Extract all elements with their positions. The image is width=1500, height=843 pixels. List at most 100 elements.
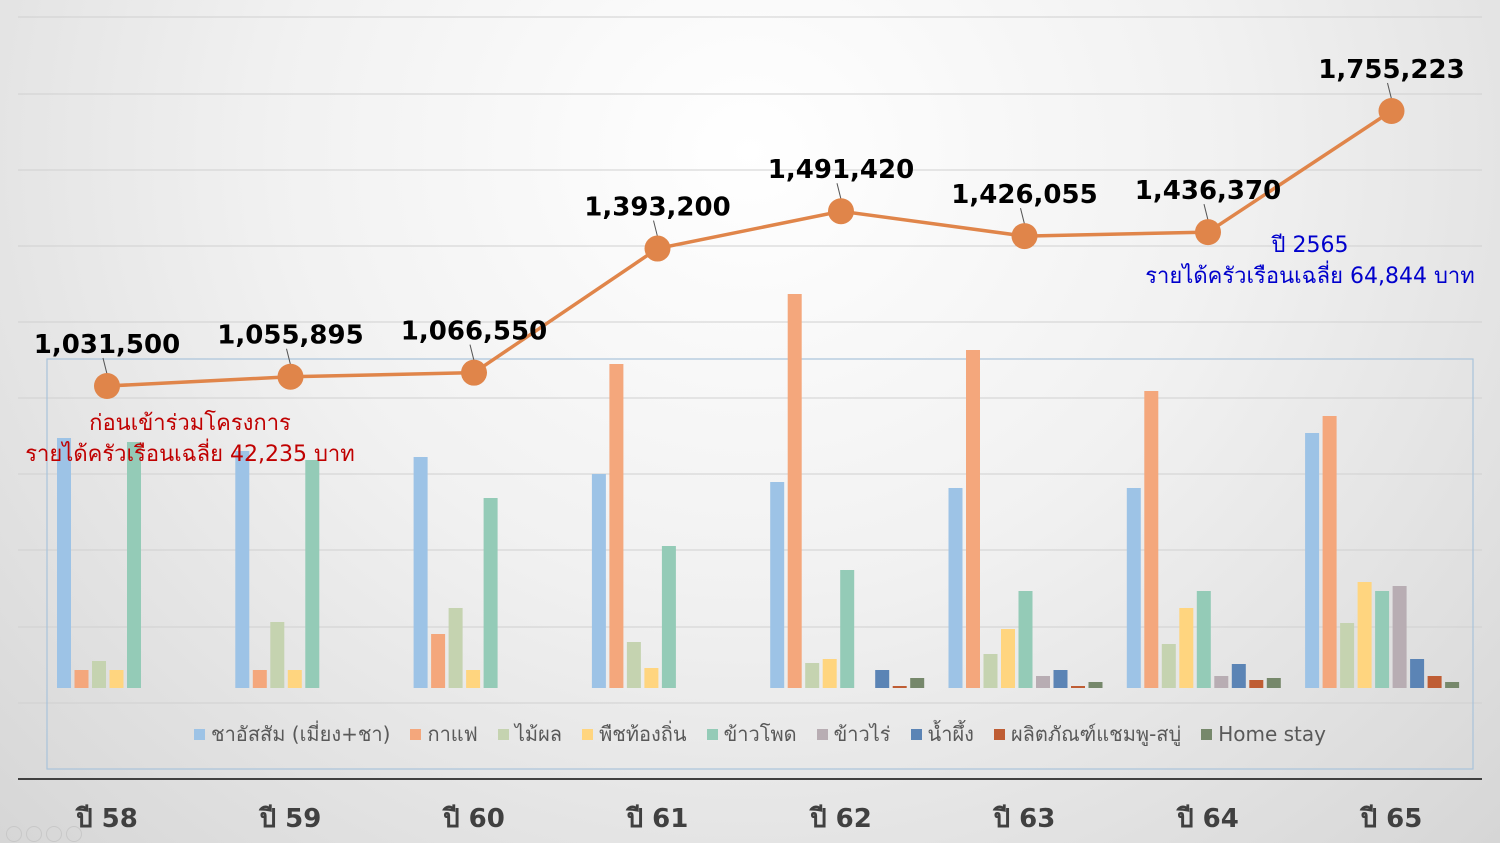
bar-3-5: [1001, 629, 1015, 688]
legend-item-5: ข้าวไร่: [816, 718, 891, 750]
prev-icon[interactable]: [6, 826, 22, 842]
bar-3-4: [822, 659, 837, 688]
data-label-6: 1,436,370: [1135, 176, 1281, 206]
bar-4-6: [1196, 591, 1211, 688]
chart-legend: ชาอัสสัม (เมี่ยง+ชา) กาแฟ ไม้ผล พืชท้องถิ่น…: [60, 718, 1460, 750]
note-year-2565: ปี 2565 รายได้ครัวเรือนเฉลี่ย 64,844 บาท: [1120, 230, 1500, 292]
legend-swatch-6: [910, 728, 922, 740]
bar-4-7: [1375, 591, 1390, 688]
income-point-4: [828, 198, 854, 225]
note-after-line2: รายได้ครัวเรือนเฉลี่ย 64,844 บาท: [1145, 264, 1475, 289]
data-label-7: 1,755,223: [1318, 55, 1464, 85]
bar-4-4: [840, 570, 855, 688]
bar-0-3: [591, 474, 606, 688]
bar-1-4: [787, 294, 802, 688]
legend-label-5: ข้าวไร่: [833, 722, 891, 746]
bar-0-1: [235, 451, 250, 688]
bar-7-6: [1249, 680, 1264, 688]
bar-7-4: [892, 686, 907, 688]
slide-controls[interactable]: [6, 826, 82, 842]
category-label-7: ปี 65: [1360, 804, 1423, 834]
data-label-leader-6: [1203, 204, 1209, 221]
bar-3-7: [1357, 582, 1372, 688]
note-before-project: ก่อนเข้าร่วมโครงการ รายได้ครัวเรือนเฉลี่…: [0, 408, 380, 470]
bar-0-2: [413, 457, 428, 688]
bar-1-6: [1144, 391, 1159, 688]
data-label-leader-3: [653, 220, 658, 237]
income-point-3: [644, 235, 671, 262]
data-label-4: 1,491,420: [768, 155, 914, 185]
category-label-3: ปี 61: [626, 804, 689, 834]
bar-1-3: [609, 364, 624, 688]
bar-2-4: [805, 663, 820, 688]
note-after-line1: ปี 2565: [1271, 233, 1349, 258]
legend-swatch-5: [816, 728, 828, 740]
bar-2-7: [1340, 623, 1355, 688]
bar-4-0: [127, 442, 141, 688]
data-label-2: 1,066,550: [401, 317, 547, 347]
bar-6-7: [1410, 659, 1425, 688]
legend-swatch-0: [194, 728, 205, 740]
legend-item-2: ไม้ผล: [497, 718, 563, 750]
data-label-leader-5: [1020, 207, 1025, 225]
pen-icon[interactable]: [46, 826, 62, 842]
bar-3-1: [287, 670, 302, 688]
bar-0-5: [948, 488, 963, 688]
bar-1-7: [1322, 416, 1337, 688]
data-label-leader-0: [102, 357, 108, 375]
bar-3-3: [644, 668, 659, 688]
note-before-line2: รายได้ครัวเรือนเฉลี่ย 42,235 บาท: [25, 442, 355, 467]
bar-2-0: [92, 661, 106, 688]
category-label-6: ปี 64: [1176, 804, 1239, 834]
legend-label-8: Home stay: [1218, 722, 1326, 746]
legend-item-1: กาแฟ: [410, 718, 478, 750]
bar-0-0: [57, 438, 71, 688]
bar-1-2: [431, 634, 446, 688]
data-label-0: 1,031,500: [34, 330, 180, 360]
bar-3-6: [1179, 608, 1194, 688]
bar-8-7: [1445, 682, 1460, 688]
bar-5-7: [1392, 586, 1407, 688]
category-label-4: ปี 62: [809, 804, 872, 834]
data-label-leader-2: [469, 344, 475, 361]
grid-icon[interactable]: [66, 826, 82, 842]
legend-label-0: ชาอัสสัม (เมี่ยง+ชา): [211, 722, 391, 746]
category-label-2: ปี 60: [442, 804, 505, 834]
legend-swatch-4: [706, 728, 718, 740]
data-label-leader-4: [836, 183, 842, 200]
bar-2-3: [626, 642, 641, 688]
bar-7-7: [1427, 676, 1442, 688]
income-point-6: [1195, 219, 1221, 246]
category-label-1: ปี 59: [259, 804, 322, 834]
bar-5-5: [1036, 676, 1050, 688]
bar-2-6: [1161, 644, 1176, 688]
legend-swatch-8: [1201, 728, 1213, 740]
bar-8-5: [1088, 682, 1103, 688]
income-point-5: [1011, 223, 1038, 250]
bar-2-2: [448, 608, 463, 688]
legend-label-6: น้ำผึ้ง: [927, 722, 974, 746]
bar-2-5: [983, 654, 998, 688]
bar-1-0: [74, 670, 89, 688]
legend-label-2: ไม้ผล: [514, 722, 563, 746]
legend-label-3: พืชท้องถิ่น: [599, 722, 687, 746]
bar-3-2: [466, 670, 481, 688]
bar-6-5: [1053, 670, 1068, 688]
next-icon[interactable]: [26, 826, 42, 842]
bar-4-1: [305, 460, 320, 688]
legend-label-1: กาแฟ: [427, 722, 478, 746]
income-point-7: [1378, 98, 1405, 124]
bar-0-4: [770, 482, 785, 688]
legend-swatch-7: [993, 728, 1005, 740]
bar-4-5: [1018, 591, 1033, 688]
data-label-3: 1,393,200: [584, 193, 730, 223]
income-point-1: [277, 363, 304, 390]
bar-8-4: [910, 678, 925, 688]
bar-5-6: [1214, 676, 1229, 688]
note-before-line1: ก่อนเข้าร่วมโครงการ: [89, 411, 291, 436]
legend-item-4: ข้าวโพด: [706, 718, 797, 750]
bar-8-6: [1266, 678, 1281, 688]
legend-item-8: Home stay: [1201, 718, 1326, 750]
income-point-2: [461, 359, 487, 386]
